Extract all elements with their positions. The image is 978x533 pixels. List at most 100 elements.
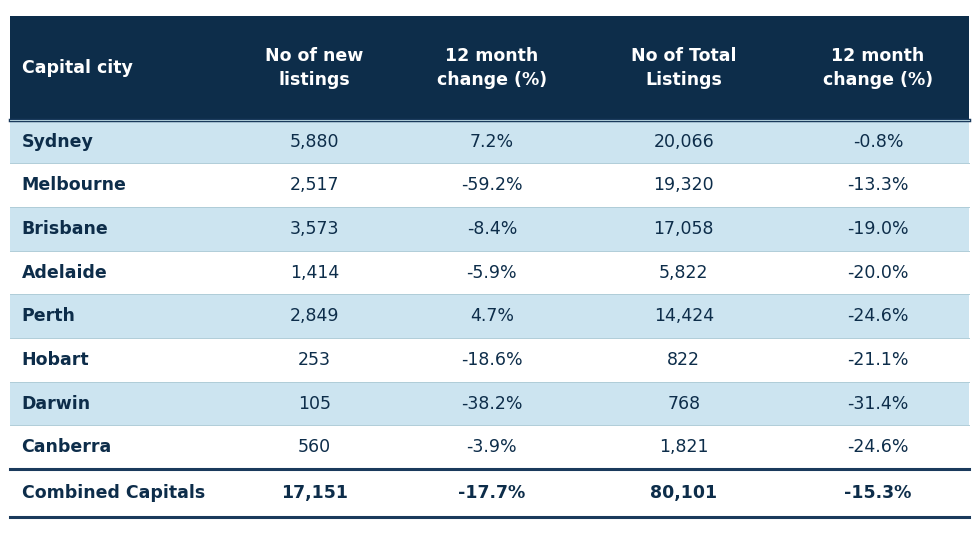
- Text: 20,066: 20,066: [652, 133, 713, 151]
- Bar: [786, 251, 968, 294]
- Bar: [580, 251, 786, 294]
- Text: Sydney: Sydney: [22, 133, 93, 151]
- Text: -38.2%: -38.2%: [461, 394, 522, 413]
- Text: 14,424: 14,424: [653, 308, 713, 325]
- Text: -21.1%: -21.1%: [846, 351, 908, 369]
- Bar: [225, 16, 403, 120]
- Text: -24.6%: -24.6%: [846, 308, 908, 325]
- Bar: [403, 382, 580, 425]
- Bar: [225, 164, 403, 207]
- Bar: [580, 120, 786, 164]
- Bar: [10, 469, 225, 517]
- Bar: [403, 425, 580, 469]
- Bar: [580, 164, 786, 207]
- Text: 2,517: 2,517: [289, 176, 338, 195]
- Text: -0.8%: -0.8%: [852, 133, 903, 151]
- Text: 2,849: 2,849: [289, 308, 338, 325]
- Bar: [403, 338, 580, 382]
- Bar: [225, 207, 403, 251]
- Text: Melbourne: Melbourne: [22, 176, 126, 195]
- Text: -20.0%: -20.0%: [846, 264, 908, 281]
- Bar: [786, 469, 968, 517]
- Bar: [403, 207, 580, 251]
- Text: 822: 822: [667, 351, 699, 369]
- Text: -17.7%: -17.7%: [458, 484, 525, 502]
- Bar: [225, 382, 403, 425]
- Text: -15.3%: -15.3%: [843, 484, 911, 502]
- Text: 12 month
change (%): 12 month change (%): [822, 47, 932, 88]
- Bar: [403, 251, 580, 294]
- Bar: [786, 164, 968, 207]
- Bar: [10, 425, 225, 469]
- Bar: [786, 120, 968, 164]
- Text: No of new
listings: No of new listings: [265, 47, 363, 88]
- Text: -8.4%: -8.4%: [467, 220, 516, 238]
- Bar: [10, 294, 225, 338]
- Bar: [786, 294, 968, 338]
- Bar: [10, 382, 225, 425]
- Text: 3,573: 3,573: [289, 220, 338, 238]
- Text: 1,414: 1,414: [289, 264, 338, 281]
- Bar: [10, 338, 225, 382]
- Text: Brisbane: Brisbane: [22, 220, 109, 238]
- Text: -13.3%: -13.3%: [846, 176, 908, 195]
- Text: 19,320: 19,320: [652, 176, 713, 195]
- Text: No of Total
Listings: No of Total Listings: [631, 47, 735, 88]
- Bar: [403, 294, 580, 338]
- Bar: [786, 207, 968, 251]
- Text: 5,822: 5,822: [658, 264, 708, 281]
- Text: 5,880: 5,880: [289, 133, 338, 151]
- Bar: [580, 425, 786, 469]
- Bar: [786, 338, 968, 382]
- Bar: [403, 164, 580, 207]
- Bar: [10, 164, 225, 207]
- Bar: [225, 425, 403, 469]
- Text: Combined Capitals: Combined Capitals: [22, 484, 204, 502]
- Bar: [580, 469, 786, 517]
- Text: Canberra: Canberra: [22, 438, 111, 456]
- Bar: [225, 469, 403, 517]
- Text: -59.2%: -59.2%: [461, 176, 522, 195]
- Text: 17,058: 17,058: [653, 220, 713, 238]
- Text: -24.6%: -24.6%: [846, 438, 908, 456]
- Bar: [580, 207, 786, 251]
- Bar: [580, 16, 786, 120]
- Bar: [225, 251, 403, 294]
- Text: Hobart: Hobart: [22, 351, 89, 369]
- Bar: [786, 16, 968, 120]
- Text: -18.6%: -18.6%: [461, 351, 522, 369]
- Text: Perth: Perth: [22, 308, 75, 325]
- Bar: [580, 338, 786, 382]
- Text: 253: 253: [297, 351, 331, 369]
- Text: -5.9%: -5.9%: [467, 264, 516, 281]
- Text: Adelaide: Adelaide: [22, 264, 108, 281]
- Bar: [403, 120, 580, 164]
- Text: 768: 768: [667, 394, 699, 413]
- Bar: [10, 120, 225, 164]
- Bar: [580, 294, 786, 338]
- Bar: [786, 425, 968, 469]
- Text: Darwin: Darwin: [22, 394, 91, 413]
- Text: -31.4%: -31.4%: [847, 394, 908, 413]
- Text: -3.9%: -3.9%: [467, 438, 516, 456]
- Text: 17,151: 17,151: [281, 484, 347, 502]
- Text: 105: 105: [297, 394, 331, 413]
- Bar: [10, 251, 225, 294]
- Text: 7.2%: 7.2%: [469, 133, 513, 151]
- Bar: [580, 382, 786, 425]
- Text: 12 month
change (%): 12 month change (%): [436, 47, 547, 88]
- Bar: [786, 382, 968, 425]
- Text: 80,101: 80,101: [649, 484, 717, 502]
- Bar: [10, 207, 225, 251]
- Text: 1,821: 1,821: [658, 438, 708, 456]
- Bar: [403, 16, 580, 120]
- Text: -19.0%: -19.0%: [846, 220, 908, 238]
- Text: Capital city: Capital city: [22, 59, 132, 77]
- Bar: [225, 120, 403, 164]
- Bar: [225, 338, 403, 382]
- Bar: [225, 294, 403, 338]
- Bar: [403, 469, 580, 517]
- Bar: [10, 16, 225, 120]
- Text: 4.7%: 4.7%: [469, 308, 513, 325]
- Text: 560: 560: [297, 438, 331, 456]
